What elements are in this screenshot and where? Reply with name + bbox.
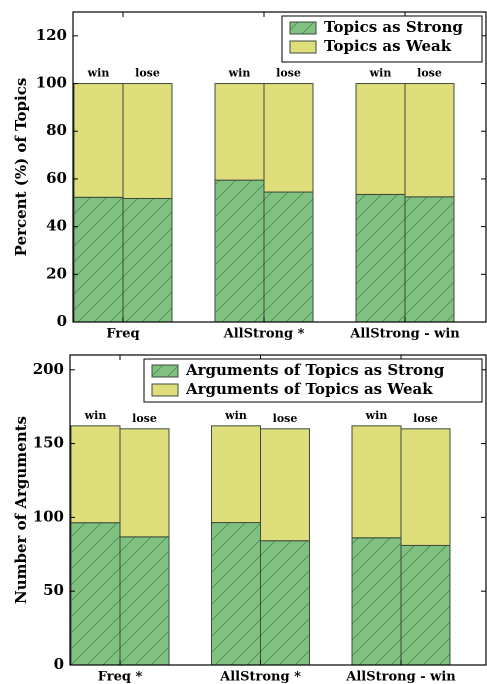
x-tick-label: AllStrong - win [345,670,456,684]
bar-segment [214,179,265,323]
plot-frame [69,354,487,666]
bar-segment [351,425,402,539]
legend-label: Arguments of Topics as Strong [185,361,445,379]
x-tick-label: AllStrong * [223,327,305,342]
y-tick-label: 0 [57,312,67,330]
y-tick-label: 150 [33,434,64,452]
x-tick-label: Freq [106,327,139,342]
legend-swatch [151,364,179,378]
bar-segment [400,544,451,666]
bar-segment [211,522,261,666]
legend-swatch [151,383,179,397]
bar-segment [122,83,173,199]
y-tick-label: 100 [36,74,67,92]
bar-label: win [84,409,107,422]
y-tick-label: 120 [36,26,67,44]
bar-label: lose [135,67,160,80]
x-tick-label: AllStrong - win [349,327,460,342]
bar-segment [70,425,121,524]
bar-segment [122,197,173,323]
bar-label: lose [417,67,442,80]
y-tick-label: 0 [54,655,64,673]
bar-label: win [228,67,251,80]
bar-segment [404,83,455,198]
bar-segment [70,522,121,666]
bar-segment [355,193,406,323]
bar-segment [260,428,310,542]
y-tick-label: 20 [46,264,67,282]
bar-label: lose [132,412,157,425]
legend-label: Topics as Weak [324,37,452,55]
bar-segment [119,428,170,538]
bar-segment [355,83,406,195]
bar-segment [351,537,402,666]
legend-label: Topics as Strong [324,18,463,36]
legend-box [143,358,483,403]
y-tick-label: 80 [46,121,67,139]
bar-label: win [365,409,388,422]
bar-segment [263,191,314,323]
bar-label: lose [413,412,438,425]
bar-segment [400,428,451,546]
legend-label: Arguments of Topics as Weak [185,380,433,398]
plot-frame [72,11,487,323]
bar-segment [260,540,310,666]
y-axis-label: Percent (%) of Topics [12,78,30,257]
x-tick-label: AllStrong * [219,670,301,684]
bar-segment [214,83,265,181]
bar-segment [119,536,170,666]
y-tick-label: 50 [43,581,64,599]
y-axis-label: Number of Arguments [12,416,30,604]
bar-segment [73,196,124,323]
legend-swatch [289,21,317,35]
y-tick-label: 200 [33,360,64,378]
y-tick-label: 40 [46,217,67,235]
x-tick-label: Freq * [98,670,143,684]
legend-swatch [289,40,317,54]
bar-segment [404,196,455,323]
bar-segment [73,83,124,198]
y-tick-label: 100 [33,507,64,525]
bar-label: win [369,67,392,80]
bar-label: lose [276,67,301,80]
bar-label: lose [273,412,298,425]
bar-segment [263,83,314,193]
bar-label: win [224,409,247,422]
bar-label: win [87,67,110,80]
bar-segment [211,425,261,524]
y-tick-label: 60 [46,169,67,187]
